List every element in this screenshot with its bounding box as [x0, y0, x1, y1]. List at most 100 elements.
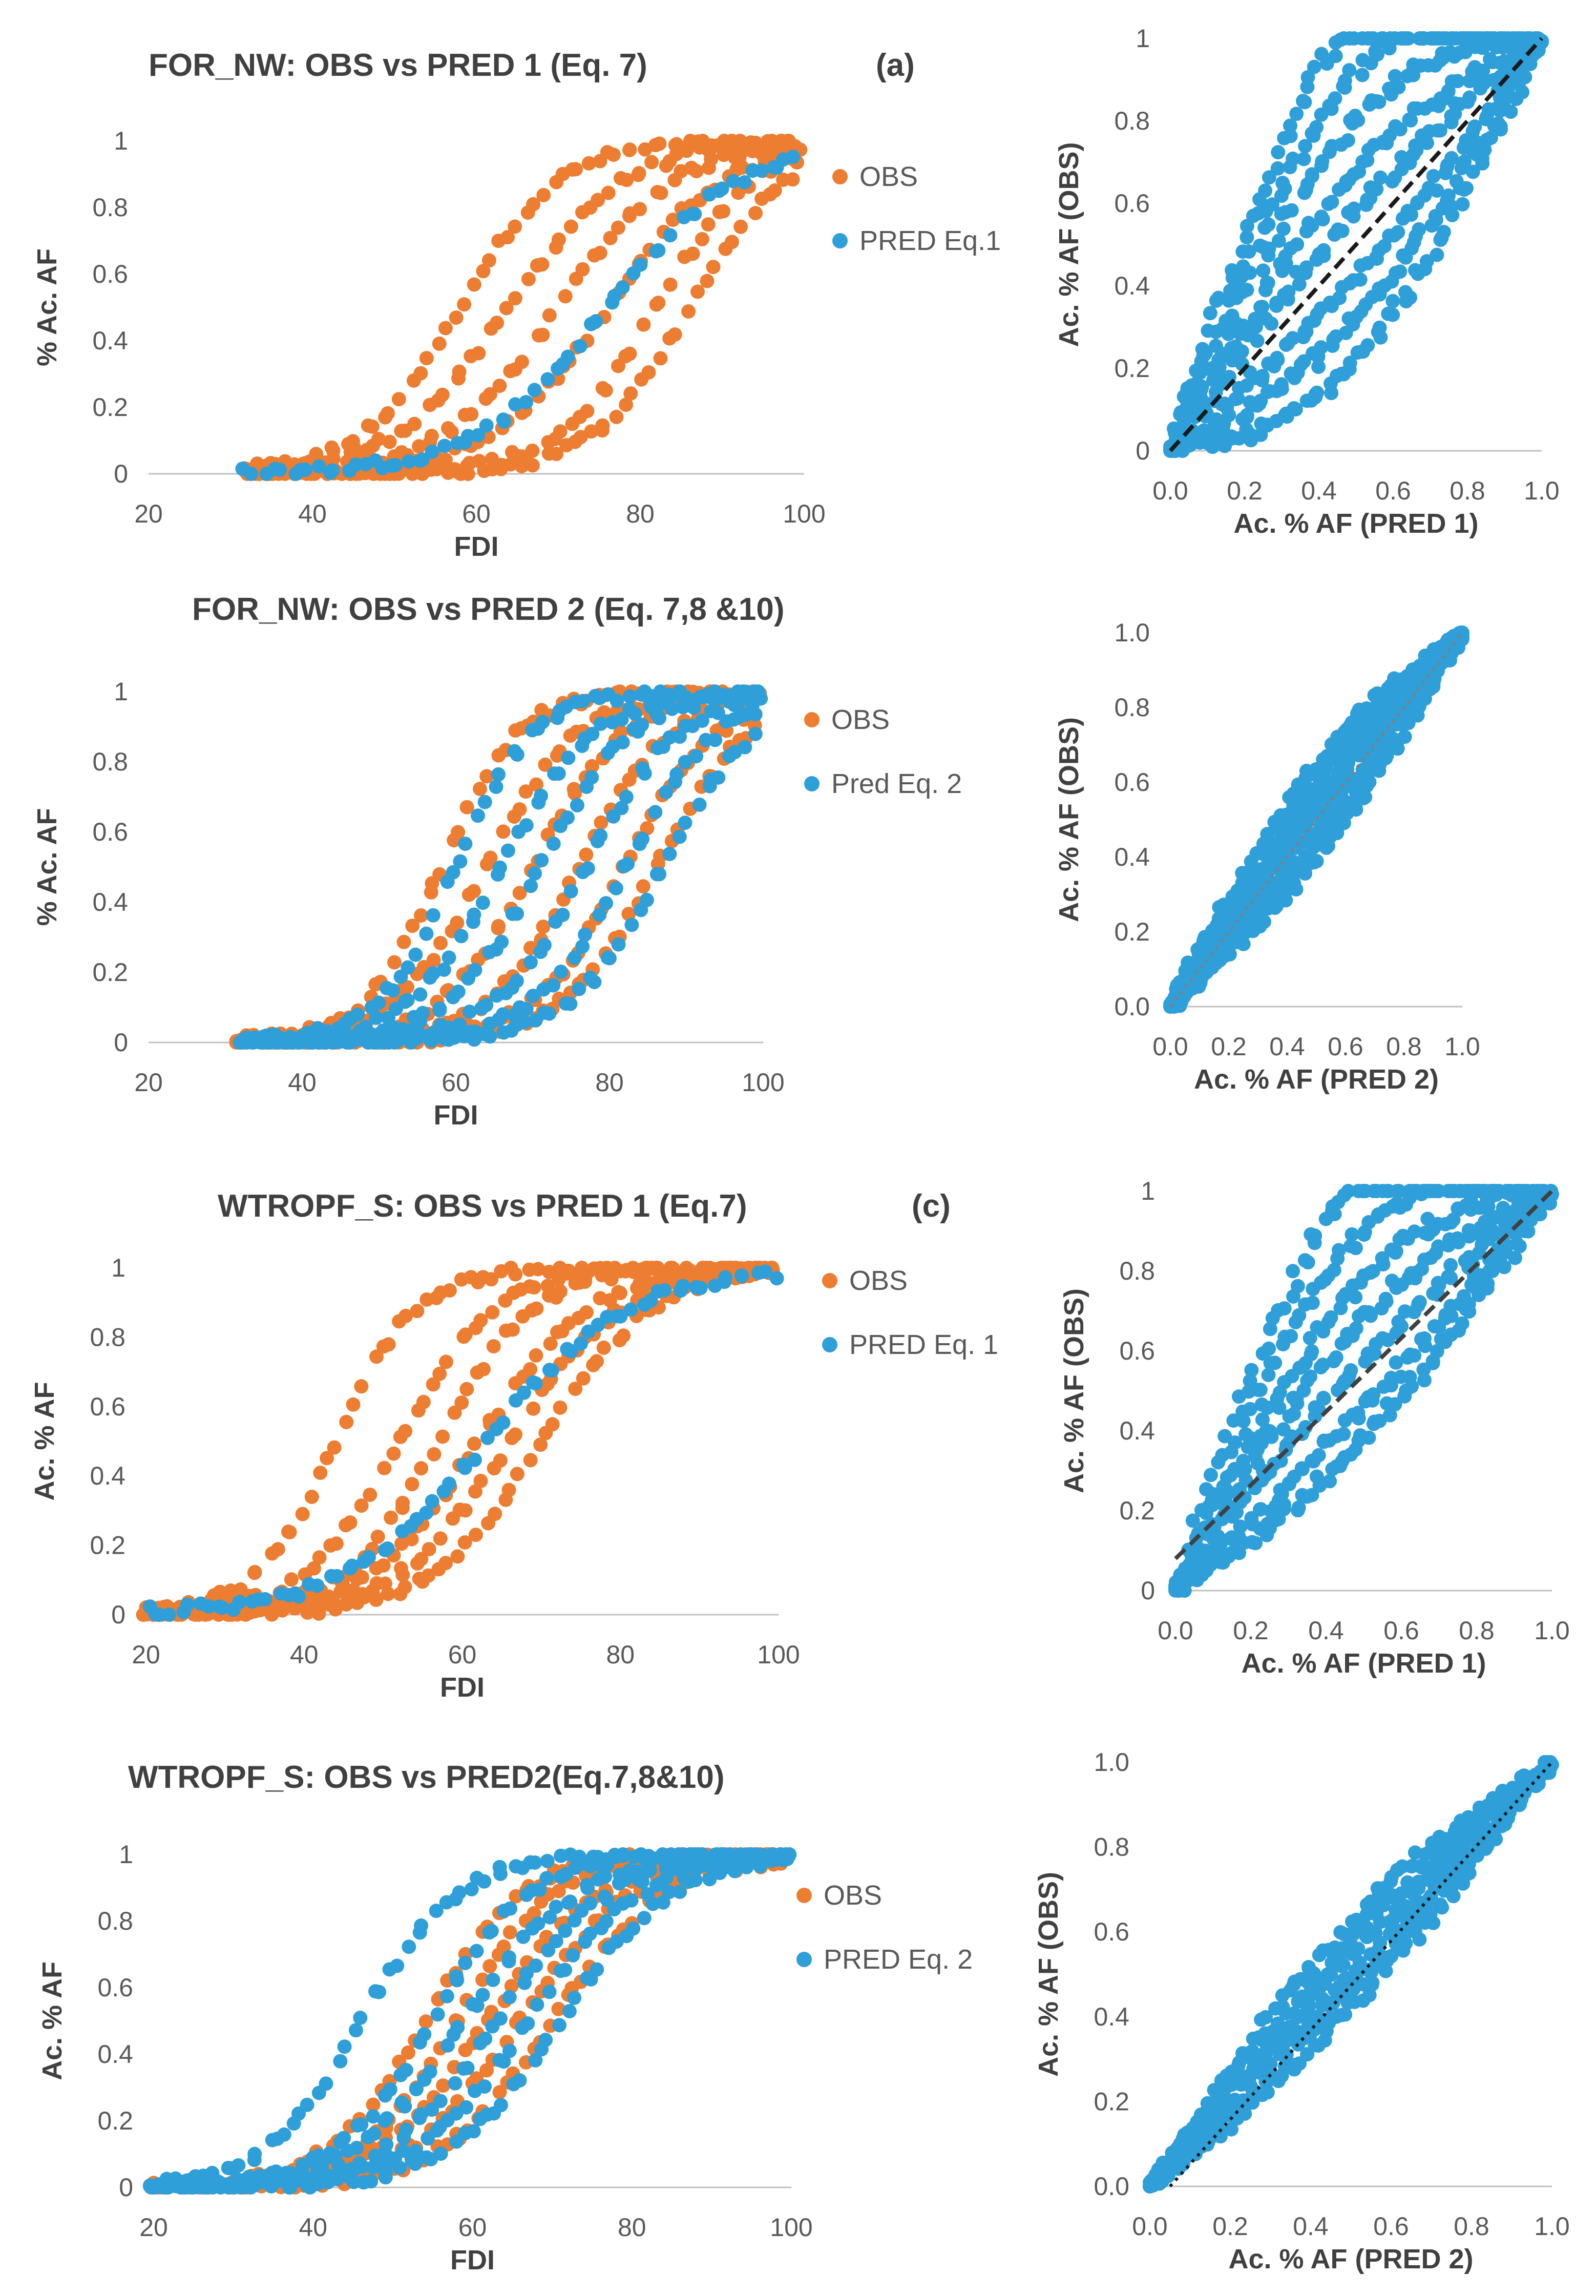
data-point — [1385, 307, 1400, 322]
data-point — [330, 1569, 344, 1583]
data-point — [493, 2011, 508, 2026]
data-point — [240, 1030, 254, 1045]
data-point — [560, 810, 575, 825]
data-point — [1341, 1184, 1356, 1198]
data-point — [527, 383, 542, 398]
data-point — [398, 2062, 413, 2077]
data-point — [1268, 1355, 1283, 1370]
data-point — [398, 1308, 413, 1323]
data-point — [733, 219, 748, 234]
data-point — [523, 955, 538, 970]
data-point — [1300, 1255, 1315, 1270]
y-tick-label: 1.0 — [1094, 1748, 1129, 1777]
data-point — [467, 1452, 482, 1467]
data-point — [1465, 164, 1480, 179]
data-point — [1361, 1305, 1376, 1320]
data-point — [1489, 1187, 1504, 1202]
data-point — [1349, 1321, 1363, 1336]
data-point — [555, 907, 570, 922]
data-point — [1233, 1519, 1248, 1534]
data-point — [477, 1874, 492, 1889]
data-point — [508, 1267, 523, 1282]
data-point — [473, 1313, 488, 1328]
data-point — [748, 707, 763, 722]
data-point — [1296, 94, 1310, 109]
data-point — [613, 1286, 627, 1301]
data-point — [436, 2078, 451, 2093]
data-point — [437, 439, 452, 453]
data-point — [1430, 183, 1444, 198]
data-point — [1240, 283, 1254, 297]
data-point — [529, 777, 543, 792]
data-point — [1305, 1488, 1319, 1502]
data-point — [637, 1911, 652, 1926]
data-point — [611, 359, 625, 373]
data-point — [551, 371, 565, 386]
data-point — [447, 1405, 462, 1420]
series-pred-eq-1 — [235, 150, 801, 481]
data-point — [310, 1578, 325, 1593]
data-point — [348, 2023, 363, 2038]
data-point — [525, 443, 540, 458]
data-point — [769, 1271, 784, 1286]
data-point — [568, 786, 582, 801]
data-point — [457, 297, 472, 312]
data-point — [615, 280, 630, 295]
data-point — [1278, 885, 1293, 900]
data-point — [716, 204, 730, 219]
data-point — [718, 1270, 733, 1285]
data-point — [1271, 234, 1286, 248]
data-point — [1287, 876, 1301, 891]
y-tick-label: 0.8 — [97, 1907, 133, 1935]
data-point — [540, 1853, 555, 1868]
chart-panel-d-left: WTROPF_S: OBS vs PRED2(Eq.7,8&10)20 40 60 8… — [37, 1760, 973, 2276]
data-point — [1217, 1491, 1232, 1506]
data-point — [421, 1568, 436, 1583]
data-point — [632, 166, 646, 181]
data-point — [623, 386, 638, 401]
data-point — [1308, 1400, 1322, 1415]
data-point — [1457, 154, 1472, 169]
data-point — [367, 2126, 382, 2141]
data-point — [1493, 119, 1508, 134]
data-point — [545, 1417, 560, 1432]
data-point — [1398, 1936, 1413, 1951]
data-point — [665, 1261, 680, 1276]
x-tick-label: 0.8 — [1450, 476, 1485, 505]
series-obs-vs-pred-1 — [1163, 31, 1549, 458]
data-point — [300, 1605, 315, 1620]
data-point — [651, 296, 666, 310]
data-point — [408, 947, 423, 962]
data-point — [551, 232, 566, 247]
y-tick-label: 0 — [1136, 436, 1150, 465]
data-point — [526, 989, 540, 1003]
x-tick-label: 40 — [298, 499, 327, 528]
data-point — [1400, 203, 1415, 218]
data-point — [510, 906, 524, 921]
data-point — [1237, 1462, 1252, 1476]
data-point — [1366, 1264, 1380, 1279]
data-point — [422, 1542, 436, 1557]
data-point — [300, 2097, 314, 2112]
data-point — [597, 705, 612, 720]
data-point — [652, 711, 666, 725]
data-point — [1327, 1263, 1341, 1278]
data-point — [602, 951, 617, 966]
data-point — [738, 740, 752, 755]
y-tick-label: 0.6 — [1119, 1337, 1155, 1365]
y-axis-label: % Ac. AF — [32, 248, 62, 366]
data-point — [320, 1451, 334, 1466]
data-point — [781, 1849, 796, 1864]
data-point — [489, 780, 503, 794]
data-point — [549, 1900, 563, 1914]
data-point — [626, 1921, 641, 1936]
data-point — [329, 2169, 344, 2184]
data-point — [473, 782, 487, 796]
data-point — [1503, 105, 1518, 119]
data-point — [328, 1602, 343, 1617]
data-point — [433, 1531, 448, 1546]
data-point — [717, 148, 731, 162]
data-point — [531, 1262, 545, 1277]
y-tick-label: 0.0 — [1114, 992, 1150, 1021]
data-point — [552, 2018, 566, 2033]
